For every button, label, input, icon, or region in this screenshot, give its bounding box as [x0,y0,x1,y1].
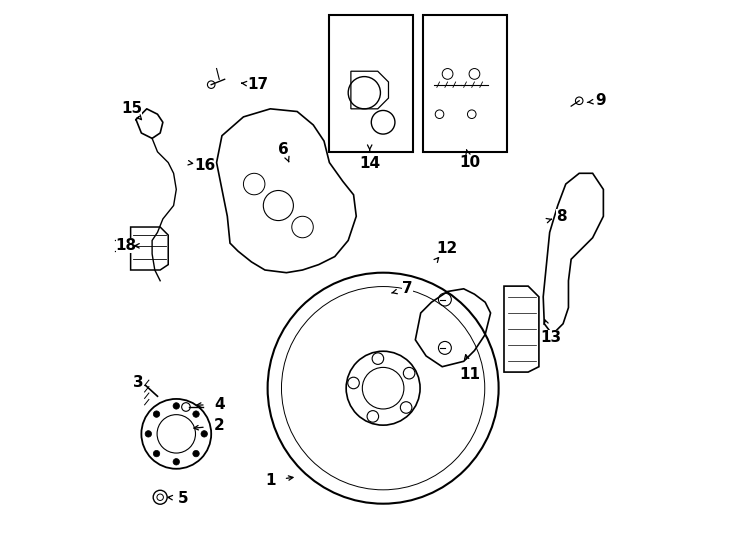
Text: 17: 17 [247,77,269,92]
Circle shape [173,403,180,409]
Text: 16: 16 [194,158,215,173]
Text: 14: 14 [359,156,380,171]
Text: 7: 7 [402,281,413,296]
Text: 3: 3 [134,375,144,390]
Text: 15: 15 [121,102,142,116]
Circle shape [193,411,199,417]
Bar [330,15,413,152]
Circle shape [193,450,199,457]
Text: 6: 6 [278,141,289,157]
Bar [424,15,506,152]
Circle shape [201,430,208,437]
Text: 8: 8 [556,209,567,224]
Circle shape [153,450,160,457]
Text: 10: 10 [459,155,481,170]
Text: 13: 13 [540,329,562,345]
Text: 11: 11 [459,367,481,382]
Text: 4: 4 [214,397,225,412]
Text: 18: 18 [116,238,137,253]
Text: 2: 2 [214,418,225,433]
Text: 12: 12 [436,241,457,256]
Circle shape [145,430,152,437]
Circle shape [173,458,180,465]
Text: 9: 9 [595,93,606,109]
Circle shape [153,411,160,417]
Text: 1: 1 [265,473,275,488]
Text: 5: 5 [178,491,188,506]
